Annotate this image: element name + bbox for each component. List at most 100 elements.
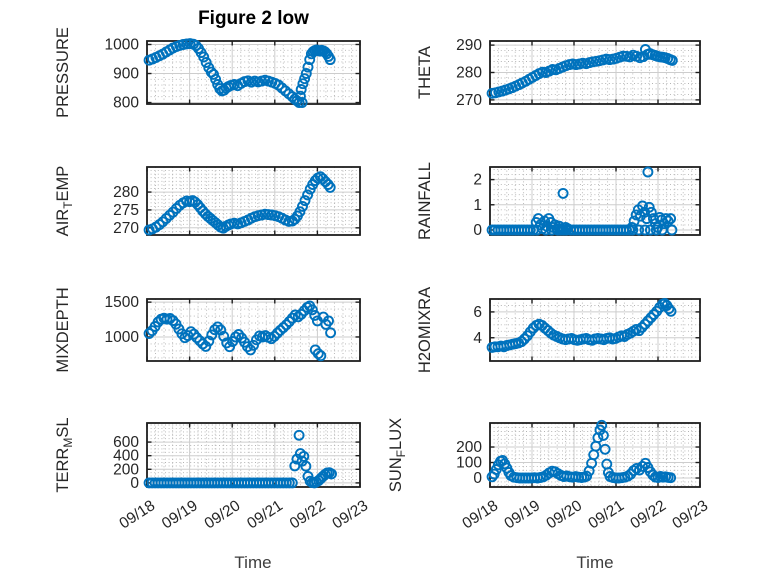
y-tick-label: 280	[113, 184, 139, 201]
data-point-marker	[299, 73, 311, 85]
subplot-rainfall: 0 1 2 RAINFALL	[416, 162, 701, 240]
data-point-marker	[292, 311, 304, 323]
subplot-pressure: 800 900 1000 PRESSURE	[54, 27, 361, 118]
y-tick-label: 270	[456, 92, 482, 109]
y-tick-label: 1	[473, 197, 482, 214]
data-point-marker	[286, 312, 298, 324]
data-point-marker	[197, 338, 209, 350]
data-point-marker	[594, 424, 606, 436]
data-point-marker	[191, 332, 203, 344]
x-tick-label: 09/19	[159, 497, 201, 532]
x-tick-label: 09/21	[585, 497, 627, 532]
y-tick-label: 1000	[105, 37, 140, 54]
data-point-marker	[324, 54, 336, 66]
data-point-marker	[599, 443, 611, 455]
data-point-marker	[666, 54, 678, 66]
data-point-marker	[230, 331, 242, 343]
y-tick-label: 1000	[105, 329, 140, 346]
y-tick-label: 1500	[105, 294, 140, 311]
data-point-marker	[647, 469, 659, 481]
data-point-marker	[208, 68, 219, 80]
y-axis-label: PRESSURE	[54, 27, 72, 118]
data-point-marker	[596, 419, 608, 431]
x-tick-label: 09/18	[116, 497, 158, 532]
data-point-marker	[286, 477, 298, 489]
x-tick-label: 09/20	[543, 497, 585, 533]
data-point-marker	[291, 453, 303, 465]
x-tick-label: 09/18	[459, 497, 501, 532]
data-point-marker	[294, 90, 306, 102]
data-point-marker	[636, 321, 648, 333]
subplot-mixdepth: 1000 1500 MIXDEPTH	[54, 287, 361, 373]
data-point-marker	[645, 312, 657, 324]
data-point-marker	[198, 51, 210, 63]
axis-box	[489, 422, 701, 488]
data-point-marker	[324, 181, 336, 193]
data-point-marker	[203, 335, 215, 347]
y-tick-label: 200	[456, 439, 482, 456]
data-point-marker	[265, 333, 277, 345]
data-point-marker	[294, 206, 306, 218]
y-axis-label: AIRTEMP	[54, 166, 75, 237]
data-point-marker	[274, 324, 286, 336]
axis-box	[489, 298, 701, 362]
tick-marks	[489, 299, 701, 361]
tick-marks	[146, 167, 361, 235]
data-point-marker	[143, 328, 155, 339]
data-point-marker	[648, 309, 660, 320]
y-tick-label: 900	[113, 66, 139, 83]
y-tick-label: 0	[473, 470, 482, 487]
data-point-marker	[326, 468, 337, 480]
data-point-marker	[215, 324, 227, 336]
data-point-marker	[297, 200, 308, 212]
data-point-marker	[325, 327, 337, 339]
data-point-marker	[242, 341, 253, 353]
data-point-marker	[532, 213, 544, 225]
y-tick-label: 800	[113, 95, 139, 112]
y-tick-label: 0	[130, 475, 139, 492]
axis-box	[146, 166, 361, 236]
data-point-marker	[637, 200, 648, 212]
scatter-points	[143, 171, 336, 236]
data-point-marker	[645, 206, 657, 218]
tick-marks	[489, 41, 701, 104]
data-point-marker	[518, 333, 530, 345]
data-point-marker	[299, 195, 311, 207]
data-point-marker	[289, 460, 301, 472]
y-tick-label: 270	[113, 220, 139, 237]
data-point-marker	[642, 315, 654, 327]
data-point-marker	[557, 187, 569, 199]
data-point-marker	[210, 73, 222, 85]
data-point-marker	[185, 326, 197, 338]
data-point-marker	[660, 213, 672, 225]
y-axis-label: SUNFLUX	[387, 418, 408, 492]
data-point-marker	[315, 350, 327, 362]
data-point-marker	[296, 97, 308, 108]
x-tick-label: 09/20	[202, 497, 244, 533]
data-point-marker	[633, 224, 645, 236]
data-point-marker	[665, 305, 677, 317]
y-tick-label: 280	[456, 65, 482, 82]
data-point-marker	[639, 224, 651, 236]
y-tick-label: 0	[473, 222, 482, 239]
scatter-points	[486, 166, 678, 236]
data-point-marker	[588, 449, 600, 461]
data-point-marker	[190, 40, 202, 52]
data-point-marker	[268, 330, 280, 342]
y-tick-label: 6	[473, 304, 482, 321]
data-point-marker	[597, 429, 609, 441]
x-axis-label-left: Time	[234, 553, 272, 572]
data-point-marker	[663, 303, 675, 315]
data-point-marker	[601, 458, 613, 470]
data-point-marker	[617, 50, 629, 62]
scatter-points	[143, 300, 337, 362]
y-axis-label: RAINFALL	[416, 162, 434, 240]
data-point-marker	[164, 209, 176, 221]
data-point-marker	[300, 460, 312, 472]
data-point-marker	[277, 322, 289, 334]
data-point-marker	[633, 325, 645, 337]
data-point-marker	[293, 429, 305, 441]
